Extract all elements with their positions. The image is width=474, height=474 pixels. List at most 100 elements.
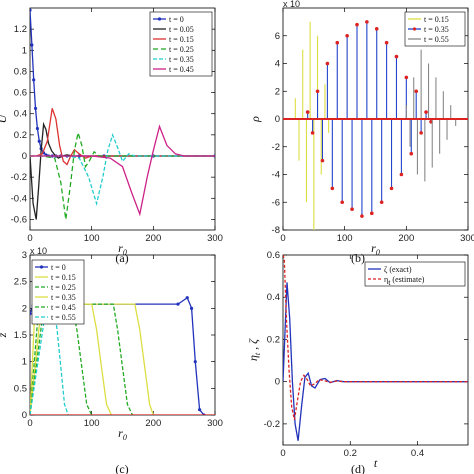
y-tick-label: -0.6: [11, 214, 27, 225]
legend-entry: t = 0.35: [169, 55, 194, 64]
y-axis-label: ηt , ζ: [246, 338, 262, 361]
legend-marker: [157, 17, 162, 21]
plot-area: [283, 255, 468, 441]
x-tick-label: 0: [280, 233, 285, 244]
axis-multiplier: x 10: [30, 246, 47, 256]
y-tick-label: -6: [272, 197, 280, 208]
series-line: [30, 132, 215, 207]
x-axis-label: t: [374, 456, 378, 470]
y-tick-label: -2: [272, 142, 280, 153]
series-marker: [37, 139, 41, 143]
legend-box: [364, 261, 466, 287]
caption-c: (c): [115, 462, 128, 474]
legend-entry: t = 0.05: [169, 25, 194, 34]
x-tick-label: 100: [337, 233, 353, 244]
y-tick-label: -0.2: [264, 419, 280, 430]
y-tick-label: 3: [22, 250, 27, 261]
plot-area: [283, 20, 468, 230]
legend-box: [31, 259, 85, 325]
y-tick-label: 0.8: [14, 66, 27, 77]
x-tick-label: 200: [398, 233, 414, 244]
series-marker: [325, 61, 330, 66]
y-tick-label: 0.5: [14, 383, 27, 394]
series-marker: [305, 110, 310, 114]
series-marker: [389, 186, 394, 191]
y-tick-label: 2: [275, 86, 280, 97]
legend-entry: t = 0: [51, 263, 66, 272]
series-marker: [185, 296, 189, 300]
y-tick-label: 2: [22, 303, 27, 314]
legend-marker: [39, 265, 44, 269]
series-marker: [30, 8, 32, 12]
y-tick-label: -8: [272, 225, 280, 236]
series-marker: [365, 20, 369, 24]
series-marker: [424, 110, 428, 114]
x-tick-label: 300: [460, 233, 474, 244]
x-tick-label: 100: [84, 233, 100, 244]
legend-entry: t = 0.25: [169, 45, 194, 54]
series-marker: [370, 211, 374, 216]
panel-d-chart: 0 0.2 0.4 -0.2 0 0.2 0.4 0.6 t ηt , ζ ζ (exact)ηt …: [246, 250, 469, 470]
x-tick-label: 200: [145, 418, 161, 429]
caption-a: (a): [115, 251, 128, 265]
x-tick-label: 0.2: [344, 448, 357, 459]
series-marker: [320, 158, 325, 163]
series-line: [30, 124, 215, 217]
legend: t = 0t = 0.15t = 0.25t = 0.35t = 0.45t =…: [31, 259, 85, 325]
series-marker: [404, 75, 409, 80]
series-marker: [379, 200, 384, 205]
series-marker: [345, 33, 349, 38]
legend-entry: t = 0.35: [424, 25, 449, 34]
x-tick-label: 0: [27, 233, 32, 244]
y-tick-label: 1.2: [14, 24, 27, 35]
series-marker: [384, 40, 389, 45]
legend-entry: t = 0.45: [169, 65, 194, 74]
legend-box: [149, 11, 213, 77]
legend-entry: t = 0.35: [51, 293, 76, 302]
series-line: [30, 132, 215, 220]
legend-entry: t = 0.55: [51, 313, 76, 322]
legend: t = 0.15t = 0.35t = 0.55: [404, 11, 466, 47]
x-tick-label: 100: [84, 418, 100, 429]
x-axis-label: r0: [118, 426, 127, 442]
series-marker: [30, 43, 34, 47]
y-tick-label: -0.4: [11, 193, 27, 204]
x-tick-label: 300: [207, 233, 223, 244]
panel-a-chart: 0 100 200 300 -0.6 -0.4 -0.2 0 0.2 0.4 0.6 0.8 1 1.2 r…: [0, 7, 223, 257]
x-tick-label: 300: [207, 418, 223, 429]
y-tick-label: 4: [275, 59, 280, 70]
series-line: [283, 255, 468, 420]
legend-entry: t = 0: [169, 15, 184, 24]
y-tick-label: 0: [275, 377, 280, 388]
legend-entry: t = 0.15: [424, 15, 449, 24]
series-line: [30, 108, 215, 166]
y-axis-label: ρ: [248, 116, 262, 123]
y-tick-label: 2.5: [14, 277, 27, 288]
y-tick-label: 0.2: [14, 130, 27, 141]
series-marker: [330, 186, 335, 191]
y-tick-label: 0.4: [14, 109, 27, 120]
x-axis-label: r0: [118, 241, 127, 257]
x-tick-label: 0: [27, 418, 32, 429]
series-marker: [374, 27, 379, 31]
y-tick-label: 1.5: [14, 330, 27, 341]
series-marker: [419, 131, 423, 135]
y-tick-label: -4: [272, 170, 280, 181]
series-marker: [33, 106, 38, 111]
y-tick-label: 0.6: [14, 88, 27, 99]
y-tick-label: 6: [275, 31, 280, 42]
x-axis-label: r0: [371, 241, 380, 257]
series-marker: [30, 312, 32, 316]
series-marker: [176, 302, 180, 306]
series-marker: [197, 408, 202, 412]
legend-entry: t = 0.25: [51, 283, 76, 292]
caption-d: (d): [351, 462, 365, 474]
series-line: [283, 282, 468, 441]
series-marker: [409, 151, 414, 156]
series-marker: [399, 172, 404, 177]
legend-entry: t = 0.45: [51, 303, 76, 312]
axis-multiplier: x 10: [283, 0, 300, 9]
